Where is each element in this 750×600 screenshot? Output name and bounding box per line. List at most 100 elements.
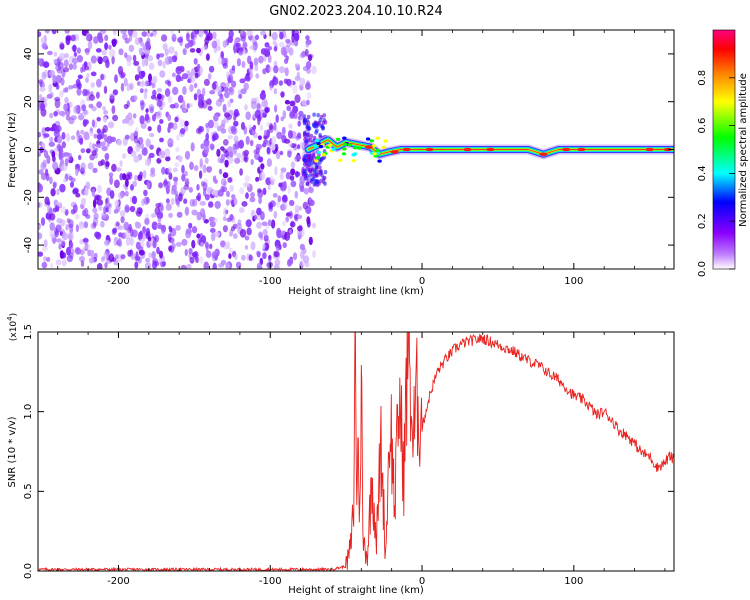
spectrogram-speckle xyxy=(297,120,302,127)
spectrogram-speckle xyxy=(136,207,143,213)
bottom-x-axis-label: Height of straight line (km) xyxy=(288,585,424,596)
spectrogram-speckle xyxy=(272,76,279,86)
spectrogram-speckle xyxy=(117,65,124,75)
spectrogram-speckle xyxy=(44,150,49,159)
spectrogram-speckle xyxy=(49,222,55,231)
spectrogram-speckle xyxy=(224,159,229,168)
spectrogram-speckle xyxy=(38,224,42,230)
spectrogram-speckle xyxy=(280,229,286,236)
spectrogram-speckle xyxy=(76,47,81,54)
spectrogram-speckle xyxy=(93,133,98,139)
spectrogram-speckle xyxy=(188,187,193,193)
spectrogram-speckle xyxy=(198,93,204,103)
spectrogram-speckle xyxy=(305,181,310,186)
spectrogram-speckle xyxy=(219,93,224,99)
spectrogram-speckle xyxy=(64,209,69,216)
y-multiplier-base: (x10 xyxy=(9,321,19,342)
spectrogram-speckle xyxy=(92,143,96,150)
spectrogram-speckle xyxy=(168,56,173,64)
spectrogram-speckle xyxy=(172,167,178,173)
spectrogram-speckle xyxy=(135,222,142,229)
spectrogram-speckle xyxy=(287,185,291,195)
spectrogram-speckle xyxy=(108,44,112,50)
spectrogram-speckle xyxy=(123,77,128,87)
spectrogram-speckle xyxy=(118,191,124,200)
spectrogram-speckle xyxy=(116,167,122,172)
spectrogram-speckle xyxy=(212,262,217,269)
spectrogram-speckle xyxy=(191,68,196,76)
spectrogram-speckle xyxy=(130,252,136,260)
spectrogram-speckle xyxy=(220,51,224,60)
spectrogram-blob xyxy=(313,144,318,148)
spectrogram-speckle xyxy=(148,252,153,259)
spectrogram-speckle xyxy=(139,171,143,178)
spectrogram-speckle xyxy=(135,251,139,261)
spectrogram-speckle xyxy=(119,210,126,218)
bottom-x-ticks: -200 -100 0 100 xyxy=(57,332,666,587)
spectrogram-speckle xyxy=(212,31,217,39)
spectrogram-speckle xyxy=(121,153,127,159)
spectrogram-speckle xyxy=(303,187,309,195)
spectrogram-speckle xyxy=(202,164,207,174)
spectrogram-speckle xyxy=(135,143,141,153)
spectrogram-speckle xyxy=(93,36,99,44)
spectrogram-speckle xyxy=(235,222,242,230)
spectrogram-speckle xyxy=(183,184,190,190)
spectrogram-speckle xyxy=(196,47,201,54)
spectrogram-speckle xyxy=(235,42,241,48)
spectrogram-speckle xyxy=(66,246,71,256)
spectrogram-speckle xyxy=(157,59,163,67)
spectrogram-speckle xyxy=(85,32,91,42)
spectrogram-speckle xyxy=(161,150,166,159)
spectrogram-speckle xyxy=(55,259,62,266)
spectrogram-speckle xyxy=(195,195,200,201)
spectrogram-speckle xyxy=(309,161,314,166)
spectrogram-speckle xyxy=(300,250,305,259)
spectrogram-speckle xyxy=(263,99,269,108)
spectrogram-speckle xyxy=(101,212,107,220)
spectrogram-speckle xyxy=(55,74,62,84)
spectrogram-speckle xyxy=(184,248,188,257)
spectrogram-speckle xyxy=(273,210,277,219)
spectrogram-speckle xyxy=(238,139,245,149)
spectrogram-blob xyxy=(331,147,336,151)
spectrogram-speckle xyxy=(96,78,102,88)
spectrogram-speckle xyxy=(268,255,272,263)
spectrogram-speckle xyxy=(189,48,196,53)
spectrogram-speckle xyxy=(58,52,66,61)
colorbar-tick-label: 0.0 xyxy=(697,261,708,277)
spectrogram-speckle xyxy=(112,114,119,122)
spectrogram-speckle xyxy=(161,34,168,42)
spectrogram-speckle xyxy=(222,225,228,233)
spectrogram-speckle xyxy=(183,198,188,204)
spectrogram-speckle xyxy=(299,141,305,149)
spectrogram-speckle xyxy=(49,136,54,142)
spectrogram-speckle xyxy=(64,158,69,167)
spectrogram-speckle xyxy=(289,109,296,118)
spectrogram-speckle xyxy=(280,46,287,56)
spectrogram-speckle xyxy=(68,234,73,240)
spectrogram-speckle xyxy=(242,41,248,49)
spectrogram-speckle xyxy=(289,221,296,228)
spectrogram-speckle xyxy=(258,197,262,204)
spectrogram-speckle xyxy=(120,30,127,35)
spectrogram-speckle xyxy=(178,193,183,202)
spectrogram-speckle xyxy=(256,221,262,229)
spectrogram-speckle xyxy=(120,216,125,224)
spectrogram-speckle xyxy=(274,104,278,113)
spectrogram-speckle xyxy=(96,91,100,99)
spectrogram-speckle xyxy=(139,99,145,106)
spectrogram-speckle xyxy=(222,40,227,48)
spectrogram-hotspot xyxy=(663,147,672,152)
top-y-axis-label: Frequency (Hz) xyxy=(7,112,18,188)
spectrogram-speckle xyxy=(60,206,67,214)
spectrogram-speckle xyxy=(209,143,215,150)
spectrogram-hotspot xyxy=(402,147,411,152)
spectrogram-speckle xyxy=(269,200,276,208)
spectrogram-speckle xyxy=(239,168,244,176)
spectrogram-speckle xyxy=(273,264,280,269)
spectrogram-speckle xyxy=(117,139,123,146)
spectrogram-blob xyxy=(342,147,347,151)
spectrogram-hotspot xyxy=(486,147,495,152)
